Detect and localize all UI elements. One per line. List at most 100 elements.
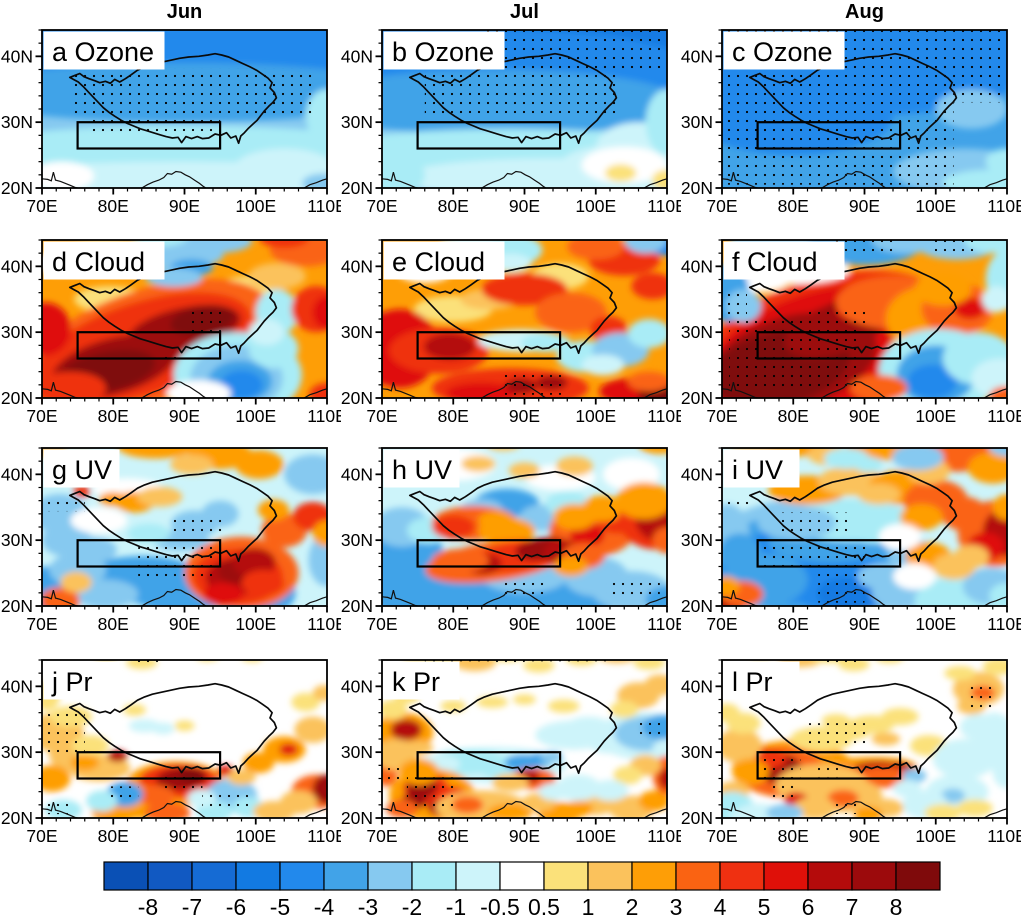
panel-label: e Cloud (392, 247, 485, 277)
x-tick-label: 80E (438, 196, 469, 216)
x-tick-label: 80E (438, 614, 469, 634)
panel-label: a Ozone (52, 37, 154, 67)
y-tick-label: 30N (681, 530, 713, 550)
y-tick-label: 30N (681, 742, 713, 762)
panel-label-chip (723, 661, 800, 700)
study-region-box (76, 751, 222, 780)
panel-label: b Ozone (392, 37, 494, 67)
tibetan-plateau-outline (748, 682, 958, 775)
colorbar-cell (191, 861, 237, 891)
terrain-contour (722, 382, 758, 398)
y-tick-label: 40N (341, 676, 373, 696)
terrain-contour (303, 808, 327, 818)
panel-label-chip (43, 661, 120, 700)
y-tick-label: 20N (1, 178, 33, 198)
y-tick-label: 20N (681, 808, 713, 828)
study-region-box (756, 751, 902, 780)
significance-stippling (757, 540, 868, 567)
study-region-box (756, 331, 902, 360)
y-tick-label: 20N (1, 808, 33, 828)
panel-label: d Cloud (52, 247, 145, 277)
terrain-contour (821, 588, 887, 606)
x-tick-label: 110E (647, 406, 681, 426)
terrain-contour (303, 388, 327, 398)
tibetan-plateau-outline (408, 52, 618, 145)
tibetan-plateau-outline (408, 470, 618, 563)
panel-label-chip (723, 449, 800, 488)
y-tick-label: 20N (341, 808, 373, 828)
y-tick-label: 40N (341, 46, 373, 66)
y-tick-label: 40N (341, 256, 373, 276)
panel-b-ozone-jul: b Ozone 70E 80E 90E 100E 110E 40N 30N 20N (340, 27, 687, 232)
significance-stippling (109, 786, 139, 803)
terrain-contour (643, 808, 667, 818)
significance-stippling (468, 445, 539, 447)
panel-label: g UV (52, 455, 112, 485)
panel-label: c Ozone (732, 37, 833, 67)
panel-k-pr-jul: k Pr 70E 80E 90E 100E 110E 40N 30N 20N (340, 657, 687, 862)
terrain-contour (42, 172, 78, 188)
colorbar-cell (499, 861, 545, 891)
y-tick-label: 40N (1, 46, 33, 66)
terrain-contour (481, 800, 547, 818)
terrain-contour (643, 178, 667, 188)
y-tick-label: 30N (1, 530, 33, 550)
map-canvas-e: e Cloud 70E 80E 90E 100E 110E 40N 30N 20N (341, 239, 687, 426)
colorbar-cell (455, 861, 501, 891)
study-region-box (416, 539, 562, 568)
significance-stippling (159, 353, 178, 362)
terrain-contour (821, 380, 887, 398)
x-tick-label: 110E (307, 196, 341, 216)
tibetan-plateau-outline (68, 470, 278, 563)
x-tick-label: 80E (778, 614, 809, 634)
colorbar-cell (587, 861, 633, 891)
tibetan-plateau-outline (408, 682, 618, 775)
x-tick-label: 70E (706, 406, 737, 426)
x-tick-label: 100E (575, 614, 616, 634)
significance-stippling (761, 754, 801, 782)
terrain-contour (481, 170, 547, 188)
panel-i-uv-aug: i UV 70E 80E 90E 100E 110E 40N 30N 20N (680, 445, 1024, 650)
study-region-box (416, 121, 562, 150)
x-tick-label: 90E (849, 826, 880, 846)
panel-a-ozone-jun: a Ozone 70E 80E 90E 100E 110E 40N 30N 20N (0, 27, 347, 232)
colorbar-cell (411, 861, 457, 891)
significance-stippling (131, 660, 160, 664)
tibetan-plateau-outline (748, 52, 958, 145)
significance-stippling (606, 581, 660, 600)
colorbar-tick-label: 6 (802, 894, 815, 920)
terrain-contour (481, 588, 547, 606)
significance-stippling (928, 240, 979, 254)
colorbar-tick-label: 8 (890, 894, 903, 920)
x-tick-label: 110E (307, 614, 341, 634)
column-title-jul: Jul (510, 1, 539, 23)
terrain-contour (643, 388, 667, 398)
colorbar-tick-label: -3 (358, 894, 378, 920)
x-tick-label: 110E (647, 826, 681, 846)
panel-j-pr-jun: j Pr 70E 80E 90E 100E 110E 40N 30N 20N (0, 657, 347, 862)
panel-label: h UV (392, 455, 452, 485)
significance-stippling (91, 118, 221, 132)
y-tick-label: 40N (341, 464, 373, 484)
colorbar: -8 -7 -6 -5 -4 -3 -2 -1 -0.5 0.5 1 2 3 4 5 6 7 8 (103, 860, 943, 922)
study-region-box (756, 539, 902, 568)
x-tick-label: 70E (706, 196, 737, 216)
x-tick-label: 80E (778, 406, 809, 426)
x-tick-label: 70E (366, 614, 397, 634)
x-tick-label: 110E (987, 614, 1021, 634)
map-canvas-b: b Ozone 70E 80E 90E 100E 110E 40N 30N 20N (341, 29, 687, 216)
colorbar-cell (675, 861, 721, 891)
study-region-box (416, 751, 562, 780)
colorbar-cell (235, 861, 281, 891)
terrain-contour (141, 588, 207, 606)
column-title-jun: Jun (166, 1, 203, 23)
terrain-contour (382, 802, 418, 818)
terrain-contour (983, 808, 1007, 818)
y-tick-label: 30N (681, 112, 713, 132)
significance-stippling (138, 542, 213, 580)
x-tick-label: 90E (169, 614, 200, 634)
colorbar-tick-label: -5 (270, 894, 290, 920)
terrain-contour (382, 590, 418, 606)
panel-h-uv-jul: h UV 70E 80E 90E 100E 110E 40N 30N 20N (340, 445, 687, 650)
x-tick-label: 100E (235, 406, 276, 426)
